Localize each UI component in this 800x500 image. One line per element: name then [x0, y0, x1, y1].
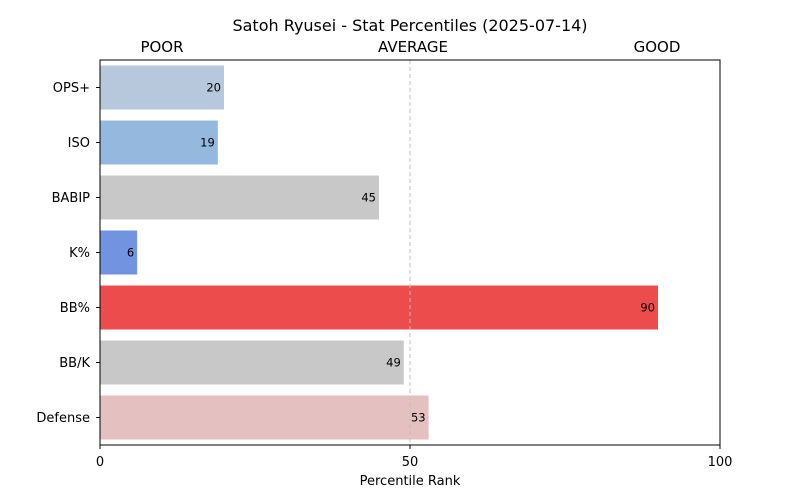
y-tick-label: BB/K: [59, 356, 90, 371]
bar-defense: [100, 395, 429, 440]
y-tick-label: K%: [69, 246, 90, 261]
y-tick-label: OPS+: [53, 81, 90, 96]
bar-babip: [100, 175, 379, 220]
bar-value-label: 19: [200, 136, 215, 150]
x-tick-label: 50: [402, 455, 419, 470]
bar-k-: [100, 230, 138, 275]
bar-bb-: [100, 285, 658, 330]
y-tick-label: BB%: [60, 301, 90, 316]
chart-title: Satoh Ryusei - Stat Percentiles (2025-07…: [232, 16, 587, 35]
x-axis: 0 50 100: [96, 445, 733, 470]
y-tick-label: ISO: [68, 136, 90, 151]
bar-value-label: 49: [386, 356, 401, 370]
x-tick-label: 0: [96, 455, 104, 470]
bars-layer: 20 19 45 6 90 49 53: [100, 65, 658, 440]
top-label-poor: POOR: [140, 38, 183, 56]
bar-value-label: 53: [411, 411, 426, 425]
bar-bb-k: [100, 340, 404, 385]
bar-iso: [100, 120, 218, 165]
bar-value-label: 90: [640, 301, 655, 315]
x-tick-label: 100: [708, 455, 733, 470]
y-tick-label: BABIP: [52, 191, 91, 206]
bar-ops-: [100, 65, 224, 110]
y-axis: OPS+ ISO BABIP K% BB% BB/K Defense: [36, 81, 100, 426]
bar-value-label: 20: [206, 81, 221, 95]
x-axis-label: Percentile Rank: [360, 474, 461, 489]
bar-value-label: 45: [361, 191, 376, 205]
top-label-average: AVERAGE: [378, 38, 448, 56]
bar-value-label: 6: [127, 246, 134, 260]
top-label-good: GOOD: [634, 38, 681, 56]
y-tick-label: Defense: [36, 411, 90, 426]
